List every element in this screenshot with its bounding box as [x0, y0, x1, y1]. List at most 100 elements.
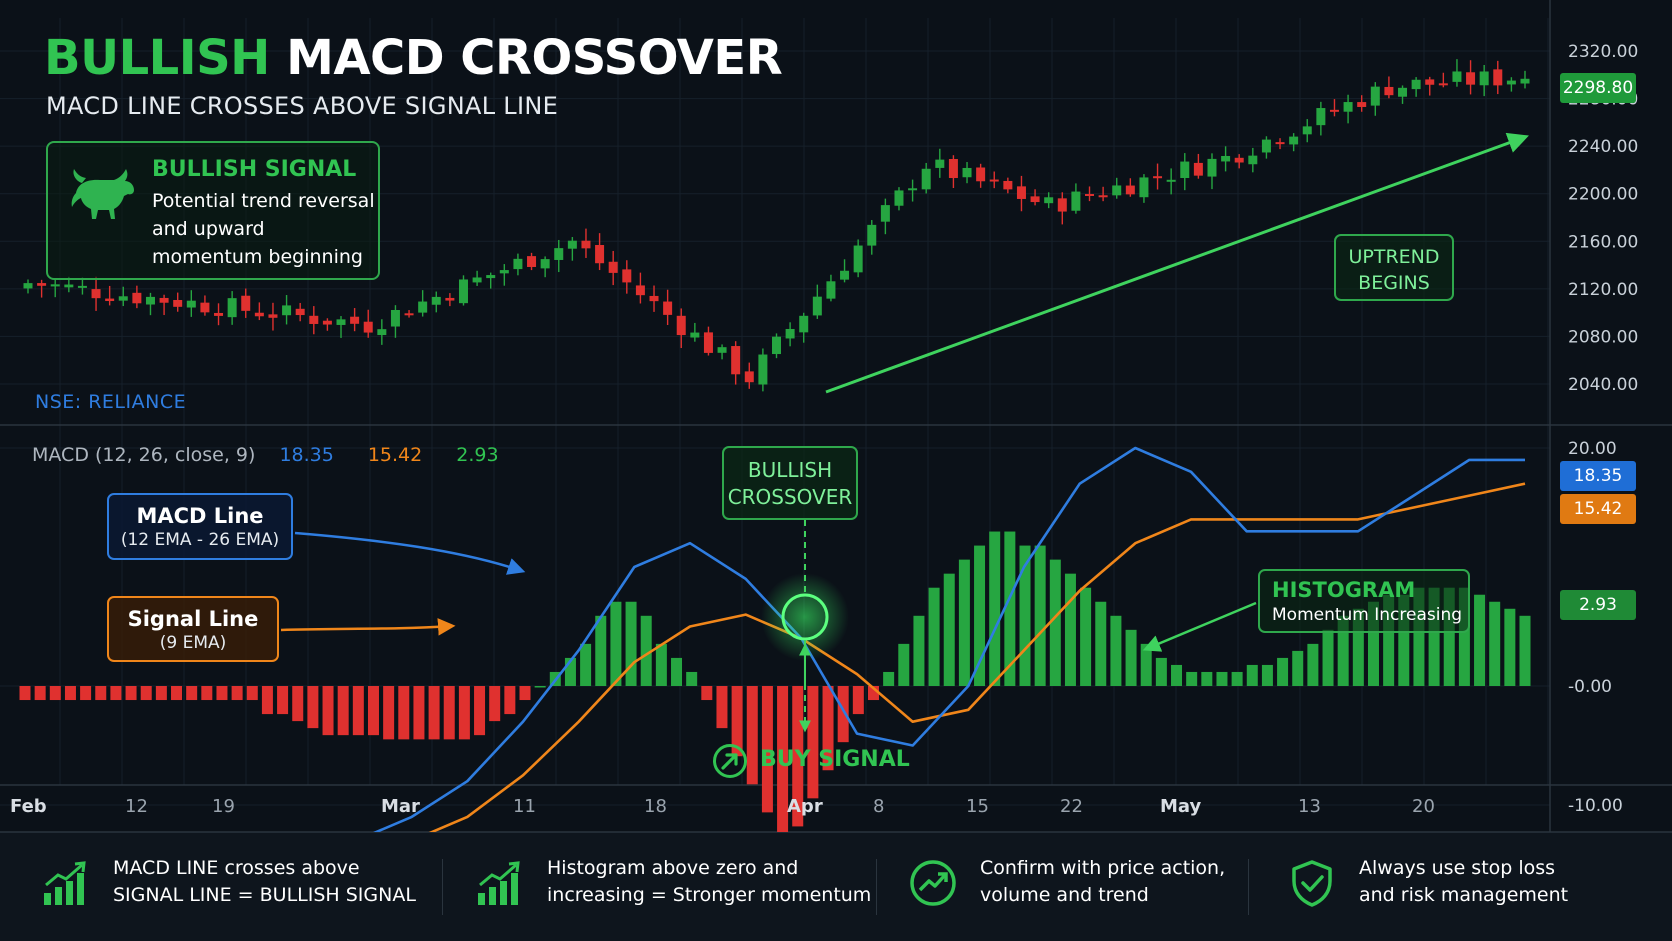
candle-body — [1003, 180, 1013, 190]
candle-body — [1357, 102, 1367, 107]
histogram-bar — [822, 686, 834, 771]
candle-body — [894, 190, 904, 206]
macd-legend-hist-value: 2.93 — [456, 444, 499, 466]
trend-up-circle-icon — [910, 860, 956, 906]
histogram-bar — [1125, 629, 1137, 686]
histogram-bar — [1034, 545, 1046, 686]
macd-axis-label: 20.00 — [1568, 439, 1617, 459]
histogram-bar — [49, 686, 61, 701]
macd-value-tag: 18.35 — [1560, 461, 1636, 491]
histogram-bar — [731, 686, 743, 757]
candle-body — [1248, 155, 1258, 165]
candle-body — [390, 310, 400, 327]
macd-callout-arrow — [294, 531, 526, 575]
histogram-callout-sub: Momentum Increasing — [1272, 605, 1463, 625]
histogram-bar — [928, 587, 940, 686]
histogram-bar — [155, 686, 167, 701]
histogram-bar — [34, 686, 46, 701]
candle-body — [663, 301, 673, 315]
histogram-bar — [292, 686, 304, 722]
histogram-bar — [474, 686, 486, 736]
histogram-bar — [216, 686, 228, 701]
candle-body — [785, 328, 795, 339]
candle-body — [989, 179, 999, 182]
tip-2-line-2: increasing = Stronger momentum — [547, 884, 872, 906]
histogram-bar — [1231, 671, 1243, 686]
candle-body — [1180, 161, 1190, 179]
tip-3-line-1: Confirm with price action, — [980, 857, 1226, 879]
candle-body — [1207, 158, 1217, 177]
histogram-bar — [1155, 657, 1167, 686]
histogram-bar — [625, 601, 637, 686]
histogram-bar — [1261, 664, 1273, 686]
candle-body — [1275, 142, 1285, 145]
histogram-bar — [716, 686, 728, 729]
candle-body — [826, 281, 836, 299]
histogram-bar — [64, 686, 76, 701]
histogram-bar — [610, 601, 622, 686]
histogram-bar — [125, 686, 137, 701]
histogram-bar — [564, 657, 576, 686]
histogram-bar — [580, 643, 592, 686]
candle-body — [1493, 69, 1503, 86]
candle-body — [880, 205, 890, 222]
histogram-bar — [1201, 671, 1213, 686]
histogram-bar — [807, 686, 819, 799]
x-axis-labels: Feb 12 19 Mar 11 18 Apr 8 15 22 May 13 20 — [10, 796, 1435, 817]
price-axis-label: 2320.00 — [1568, 42, 1638, 62]
candle-body — [676, 315, 686, 336]
histogram-bar — [958, 559, 970, 686]
macd-legend: MACD (12, 26, close, 9) 18.35 15.42 2.93 — [32, 444, 499, 466]
histogram-bar — [1019, 545, 1031, 686]
histogram-bar — [1246, 664, 1258, 686]
histogram-bar — [671, 657, 683, 686]
candle-body — [1398, 87, 1408, 97]
histogram-bar — [989, 531, 1001, 686]
histogram-bar — [792, 686, 804, 827]
histogram-callout-arrow — [1142, 601, 1257, 652]
histogram-bar — [140, 686, 152, 701]
footer-divider — [876, 859, 877, 915]
histogram-bar — [686, 671, 698, 686]
histogram-bar — [1489, 601, 1501, 686]
price-axis-label: 2040.00 — [1568, 375, 1638, 395]
histogram-bar — [913, 615, 925, 686]
histogram-bar — [701, 686, 713, 701]
macd-line-callout: MACD Line (12 EMA - 26 EMA) — [107, 493, 293, 560]
histogram-bar — [1110, 615, 1122, 686]
candle-body — [445, 297, 455, 301]
candle-body — [1166, 179, 1176, 182]
candle-body — [731, 346, 741, 375]
signal-box-text: Potential trend reversal and upward mome… — [152, 190, 375, 268]
histogram-bar — [1428, 587, 1440, 686]
candle-body — [1125, 185, 1135, 195]
histogram-bar — [110, 686, 122, 701]
candle-body — [1057, 198, 1067, 212]
histogram-bar — [186, 686, 198, 701]
histogram-bar — [1398, 594, 1410, 686]
candle-body — [118, 296, 128, 301]
histogram-bar — [1504, 608, 1516, 686]
histogram-bar — [883, 671, 895, 686]
arrow-up-right-circle-icon — [713, 744, 747, 778]
chart-canvas: 2320.002280.002240.002200.002160.002120.… — [0, 0, 1672, 832]
candle-body — [486, 275, 496, 279]
candle-body — [227, 298, 237, 318]
candle-body — [595, 245, 605, 264]
histogram-bar — [595, 615, 607, 686]
candle-body — [472, 277, 482, 283]
candle-body — [1343, 102, 1353, 112]
candle-body — [1221, 155, 1231, 162]
candle-body — [404, 313, 414, 316]
histogram-bar — [1080, 587, 1092, 686]
histogram-bar — [1186, 671, 1198, 686]
histogram-bar — [19, 686, 31, 701]
histogram-bar — [1383, 594, 1395, 686]
candle-body — [812, 296, 822, 316]
histogram-bar — [398, 686, 410, 740]
uptrend-line-2: BEGINS — [1358, 272, 1430, 294]
histogram-bar — [383, 686, 395, 740]
y-axis-labels: 2320.002280.002240.002200.002160.002120.… — [1568, 42, 1638, 816]
candle-body — [37, 283, 47, 286]
x-axis-label: 19 — [212, 796, 235, 817]
